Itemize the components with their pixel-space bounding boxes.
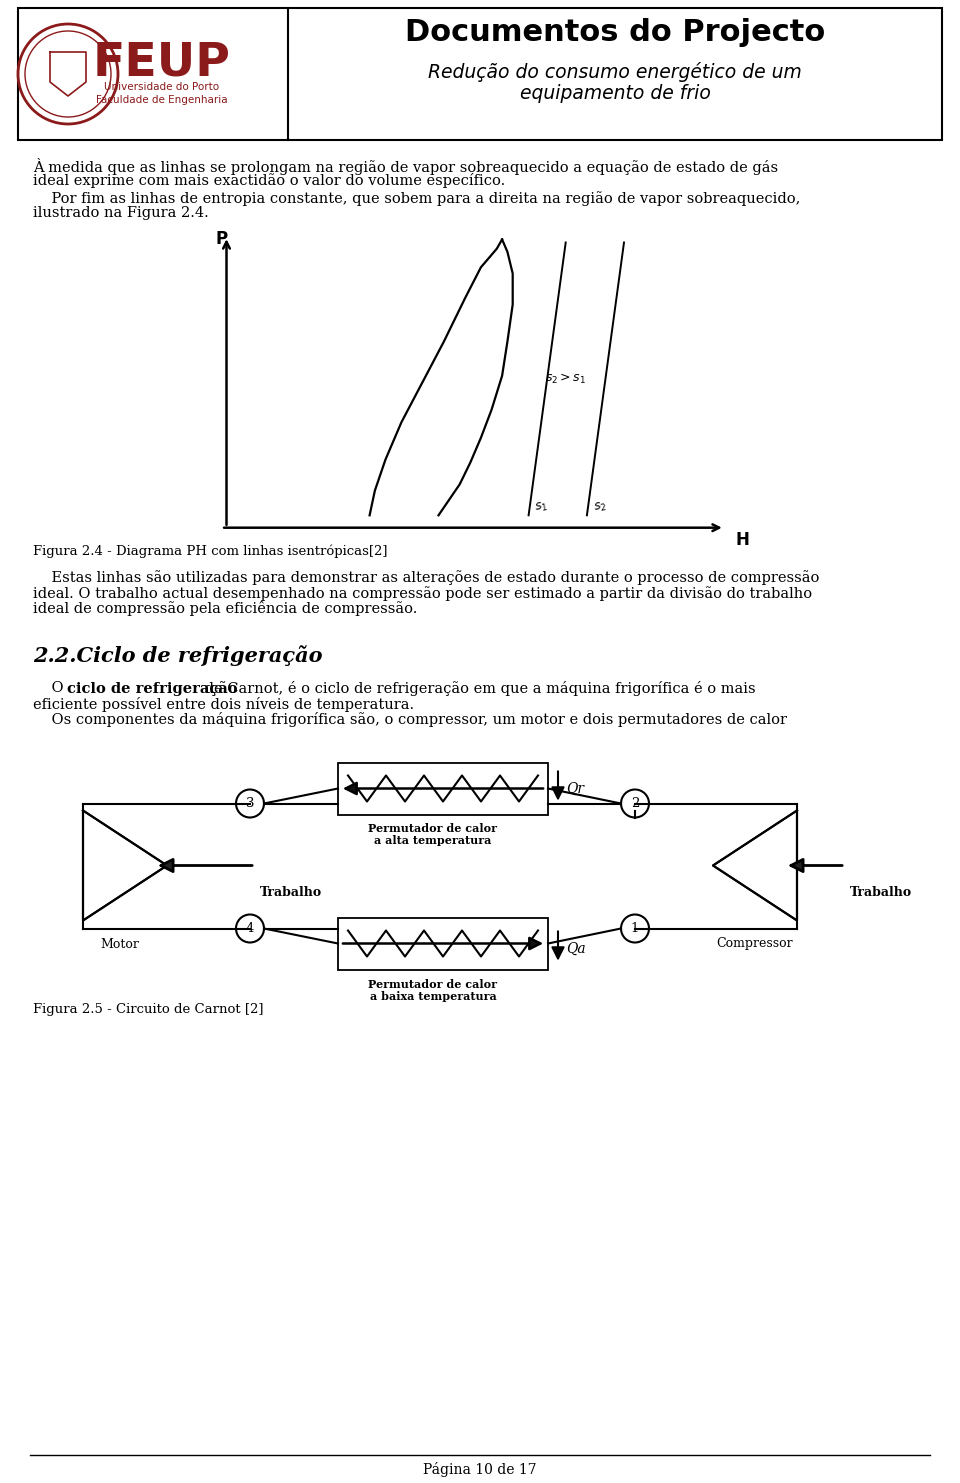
Text: 4: 4 xyxy=(246,922,254,934)
Bar xyxy=(338,918,548,970)
Text: Página 10 de 17: Página 10 de 17 xyxy=(423,1462,537,1477)
Text: H: H xyxy=(735,531,749,549)
Text: ideal exprime com mais exactidão o valor do volume específico.: ideal exprime com mais exactidão o valor… xyxy=(33,174,505,188)
Text: Figura 2.4 - Diagrama PH com linhas isentrópicas[2]: Figura 2.4 - Diagrama PH com linhas isen… xyxy=(33,544,388,559)
Text: Motor: Motor xyxy=(101,937,139,951)
Text: FEUP: FEUP xyxy=(93,40,231,85)
Bar xyxy=(338,762,548,814)
Text: Estas linhas são utilizadas para demonstrar as alterações de estado durante o pr: Estas linhas são utilizadas para demonst… xyxy=(33,571,820,586)
Text: Documentos do Projecto: Documentos do Projecto xyxy=(405,18,826,47)
Text: a alta temperatura: a alta temperatura xyxy=(374,835,492,847)
Text: $s_1$: $s_1$ xyxy=(534,500,549,515)
Text: Figura 2.5 - Circuito de Carnot [2]: Figura 2.5 - Circuito de Carnot [2] xyxy=(33,1004,263,1016)
Text: ideal de compressão pela eficiência de compressão.: ideal de compressão pela eficiência de c… xyxy=(33,602,418,617)
Text: equipamento de frio: equipamento de frio xyxy=(519,85,710,102)
Text: Universidade do Porto: Universidade do Porto xyxy=(105,82,220,92)
Text: de Carnot, é o ciclo de refrigeração em que a máquina frigorífica é o mais: de Carnot, é o ciclo de refrigeração em … xyxy=(200,681,756,696)
Bar xyxy=(18,7,942,139)
Text: Compressor: Compressor xyxy=(717,937,793,951)
Text: Trabalho: Trabalho xyxy=(260,885,323,899)
Text: $s_2$: $s_2$ xyxy=(592,500,608,515)
Text: Redução do consumo energético de um: Redução do consumo energético de um xyxy=(428,62,802,82)
Text: a baixa temperatura: a baixa temperatura xyxy=(370,991,496,1001)
Text: P: P xyxy=(215,230,228,248)
Text: Permutador de calor: Permutador de calor xyxy=(369,823,497,835)
Polygon shape xyxy=(713,811,797,921)
Polygon shape xyxy=(83,811,167,921)
Text: Permutador de calor: Permutador de calor xyxy=(369,979,497,989)
Text: Trabalho: Trabalho xyxy=(850,885,912,899)
Text: Qr: Qr xyxy=(566,782,584,795)
Text: 2.2.Ciclo de refrigeração: 2.2.Ciclo de refrigeração xyxy=(33,645,323,666)
Text: eficiente possível entre dois níveis de temperatura.: eficiente possível entre dois níveis de … xyxy=(33,697,414,712)
Text: $s_2 > s_1$: $s_2 > s_1$ xyxy=(544,372,586,386)
Text: Por fim as linhas de entropia constante, que sobem para a direita na região de v: Por fim as linhas de entropia constante,… xyxy=(33,191,801,206)
Text: À medida que as linhas se prolongam na região de vapor sobreaquecido a equação d: À medida que as linhas se prolongam na r… xyxy=(33,159,779,175)
Text: 2: 2 xyxy=(631,796,639,810)
Text: Faculdade de Engenharia: Faculdade de Engenharia xyxy=(96,95,228,105)
Text: Qa: Qa xyxy=(566,942,586,955)
Text: ilustrado na Figura 2.4.: ilustrado na Figura 2.4. xyxy=(33,206,208,221)
Text: 1: 1 xyxy=(631,922,639,934)
Text: ideal. O trabalho actual desempenhado na compressão pode ser estimado a partir d: ideal. O trabalho actual desempenhado na… xyxy=(33,586,812,601)
Text: O: O xyxy=(33,681,68,696)
Text: Os componentes da máquina frigorífica são, o compressor, um motor e dois permuta: Os componentes da máquina frigorífica sã… xyxy=(33,712,787,727)
Text: ciclo de refrigeração: ciclo de refrigeração xyxy=(67,681,237,696)
Text: 3: 3 xyxy=(246,796,254,810)
